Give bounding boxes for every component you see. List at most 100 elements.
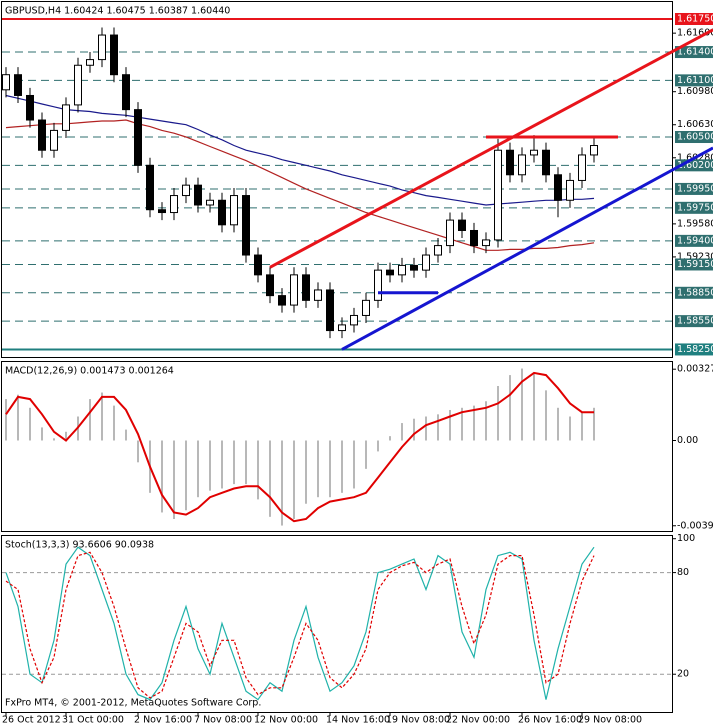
level-label: 1.59950 [677, 183, 713, 194]
level-label-box [675, 343, 713, 356]
plot-layer: GBPUSD,H4 1.60424 1.60475 1.60387 1.6044… [2, 6, 713, 726]
candle-body [98, 34, 106, 61]
candle-body [158, 209, 166, 214]
candle-body [326, 289, 334, 332]
candle-body [194, 184, 202, 206]
candle-body [446, 219, 454, 247]
level-label: 1.59150 [677, 259, 713, 270]
level-label-box [675, 12, 713, 25]
candle-body [338, 324, 346, 332]
panel-title: Stoch(13,3,3) 93.6606 90.0938 [5, 540, 154, 551]
candle-body [242, 195, 250, 256]
y-tick-label: 1.61600 [677, 28, 713, 39]
candle-body [386, 269, 394, 276]
candle-body [422, 254, 430, 271]
level-label-box [675, 131, 713, 144]
level-label-box [675, 258, 713, 271]
y-tick-label: 1.59580 [677, 218, 713, 229]
x-tick-label: 2 Nov 16:00 [134, 715, 192, 726]
candle-body [134, 109, 142, 166]
candle-body [146, 164, 154, 211]
x-tick-label: 26 Nov 16:00 [518, 715, 582, 726]
candle-body [230, 195, 238, 226]
candle-body [518, 154, 526, 176]
x-tick-label: 7 Nov 08:00 [194, 715, 252, 726]
candle-body [278, 295, 286, 306]
main-panel-frame [1, 1, 673, 358]
candle-body [86, 59, 94, 66]
stoch-panel-frame [1, 535, 673, 713]
series-line [5, 119, 595, 251]
candle-body [398, 264, 406, 276]
macd-panel-frame [1, 361, 673, 532]
candle-body [590, 145, 598, 156]
level-label: 1.58850 [677, 287, 713, 298]
x-tick-label: 19 Nov 08:00 [386, 715, 450, 726]
candle-body [542, 149, 550, 176]
candle-body [506, 149, 514, 176]
series-line [5, 551, 595, 699]
candle-body [2, 74, 10, 91]
candle-body [254, 254, 262, 276]
trend-line [269, 28, 713, 269]
level-label-box [675, 182, 713, 195]
level-label: 1.59750 [677, 202, 713, 213]
level-label: 1.58250 [677, 344, 713, 355]
candle-body [302, 274, 310, 301]
candle-body [434, 245, 442, 256]
panel-title: MACD(12,26,9) 0.001473 0.001264 [5, 366, 174, 377]
x-tick-label: 31 Oct 00:00 [62, 715, 124, 726]
candle-body [74, 64, 82, 106]
candle-body [494, 149, 502, 241]
level-label-box [675, 234, 713, 247]
level-label: 1.58550 [677, 316, 713, 327]
candle-body [218, 199, 226, 226]
candle-body [482, 239, 490, 247]
x-tick-label: 26 Oct 2012 [2, 715, 61, 726]
y-tick-label: 0.00327 [677, 364, 713, 375]
footer-credit: FxPro MT4, © 2001-2012, MetaQuotes Softw… [5, 698, 261, 709]
y-tick-label: 0.00 [677, 435, 698, 446]
candle-body [182, 184, 190, 197]
candle-body [14, 74, 22, 96]
y-tick-label: 100 [677, 533, 695, 544]
x-tick-label: 12 Nov 00:00 [254, 715, 318, 726]
series-line [5, 371, 594, 523]
candle-body [26, 94, 34, 121]
y-tick-label: 1.60630 [677, 119, 713, 130]
panel-title: GBPUSD,H4 1.60424 1.60475 1.60387 1.6044… [5, 6, 230, 17]
candle-body [470, 229, 478, 247]
series-line [5, 546, 595, 701]
level-label: 1.60200 [677, 160, 713, 171]
level-label: 1.61400 [677, 47, 713, 58]
candle-body [110, 34, 118, 76]
level-label-box [675, 46, 713, 59]
level-label: 1.61100 [677, 75, 713, 86]
trend-line [341, 146, 713, 351]
level-label: 1.59400 [677, 235, 713, 246]
level-label-box [675, 315, 713, 328]
candle-body [266, 274, 274, 297]
level-label-box [675, 74, 713, 87]
candle-body [62, 104, 70, 131]
y-tick-label: 80 [677, 567, 689, 578]
candle-body [50, 129, 58, 151]
candle-body [206, 199, 214, 206]
level-label: 1.60500 [677, 132, 713, 143]
y-tick-label: 1.59230 [677, 251, 713, 262]
candle-body [554, 174, 562, 201]
candle-body [458, 219, 466, 231]
y-tick-label: 20 [677, 669, 689, 680]
candle-body [374, 269, 382, 301]
candle-body [578, 154, 586, 181]
y-tick-label: 1.60980 [677, 86, 713, 97]
y-tick-label: -0.00391 [677, 520, 713, 531]
candle-body [530, 149, 538, 156]
candle-body [566, 179, 574, 201]
candle-body [410, 264, 418, 271]
x-tick-label: 29 Nov 08:00 [578, 715, 642, 726]
x-tick-label: 22 Nov 00:00 [446, 715, 510, 726]
candle-body [350, 314, 358, 326]
